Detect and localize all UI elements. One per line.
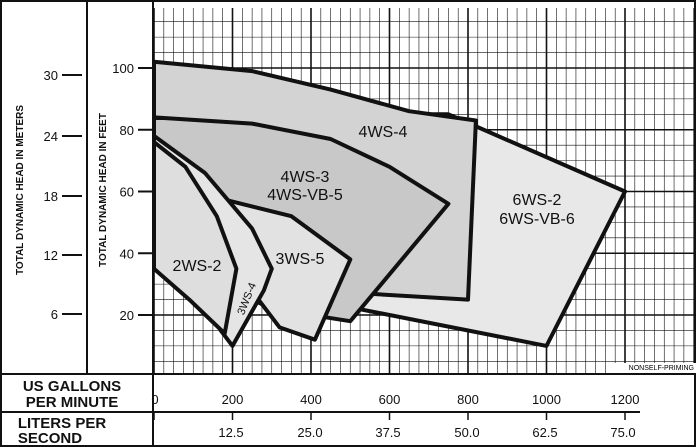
y-tick-label-meters: 30 [44, 68, 58, 83]
x-tick-label-lps: 75.0 [610, 425, 635, 440]
x-axis-title-gpm-line-1: US GALLONS [23, 378, 121, 395]
y-tick-label-feet: 60 [120, 185, 134, 200]
x-tick-label-gpm: 400 [300, 392, 322, 407]
curve-label: 2WS-2 [173, 258, 222, 275]
y-tick-label-feet: 80 [120, 123, 134, 138]
y-tick-label-meters: 24 [44, 129, 58, 144]
y-axis-title-meters: TOTAL DYNAMIC HEAD IN METERS [15, 105, 26, 275]
x-axis-title-lps-line-1: LITERS PER [18, 415, 107, 432]
x-axis-title-gpm-line-2: PER MINUTE [26, 394, 119, 411]
x-axis-title-lps-line-2: SECOND [18, 430, 82, 447]
x-tick-label-gpm: 800 [457, 392, 479, 407]
x-tick-label-lps: 62.5 [532, 425, 557, 440]
x-tick-label-gpm: 1000 [532, 392, 561, 407]
curve-label: 6WS-VB-6 [499, 211, 575, 228]
x-tick-label-lps: 37.5 [375, 425, 400, 440]
x-tick-label-lps: 25.0 [297, 425, 322, 440]
y-tick-label-feet: 100 [112, 61, 134, 76]
y-tick-label-meters: 18 [44, 189, 58, 204]
x-tick-label-lps: 50.0 [454, 425, 479, 440]
curve-label: 3WS-5 [276, 251, 325, 268]
curve-label: 4WS-3 [281, 169, 330, 186]
x-tick-label-gpm: 0 [151, 392, 158, 407]
y-tick-label-feet: 20 [120, 308, 134, 323]
curve-region [152, 140, 239, 336]
x-tick-label-gpm: 1200 [611, 392, 640, 407]
curve-label: 6WS-2 [513, 192, 562, 209]
x-tick-label-lps: 12.5 [218, 425, 243, 440]
x-tick-label-gpm: 600 [379, 392, 401, 407]
y-tick-label-meters: 12 [44, 248, 58, 263]
curve-label: 4WS-4 [359, 124, 408, 141]
nonself-priming-note: NONSELF-PRIMING [629, 365, 694, 372]
x-tick-label-gpm: 200 [222, 392, 244, 407]
y-tick-label-meters: 6 [51, 307, 58, 322]
y-axis-title-feet: TOTAL DYNAMIC HEAD IN FEET [98, 113, 109, 267]
note-background [606, 363, 696, 373]
y-tick-label-feet: 40 [120, 246, 134, 261]
curve-label: 4WS-VB-5 [267, 187, 343, 204]
